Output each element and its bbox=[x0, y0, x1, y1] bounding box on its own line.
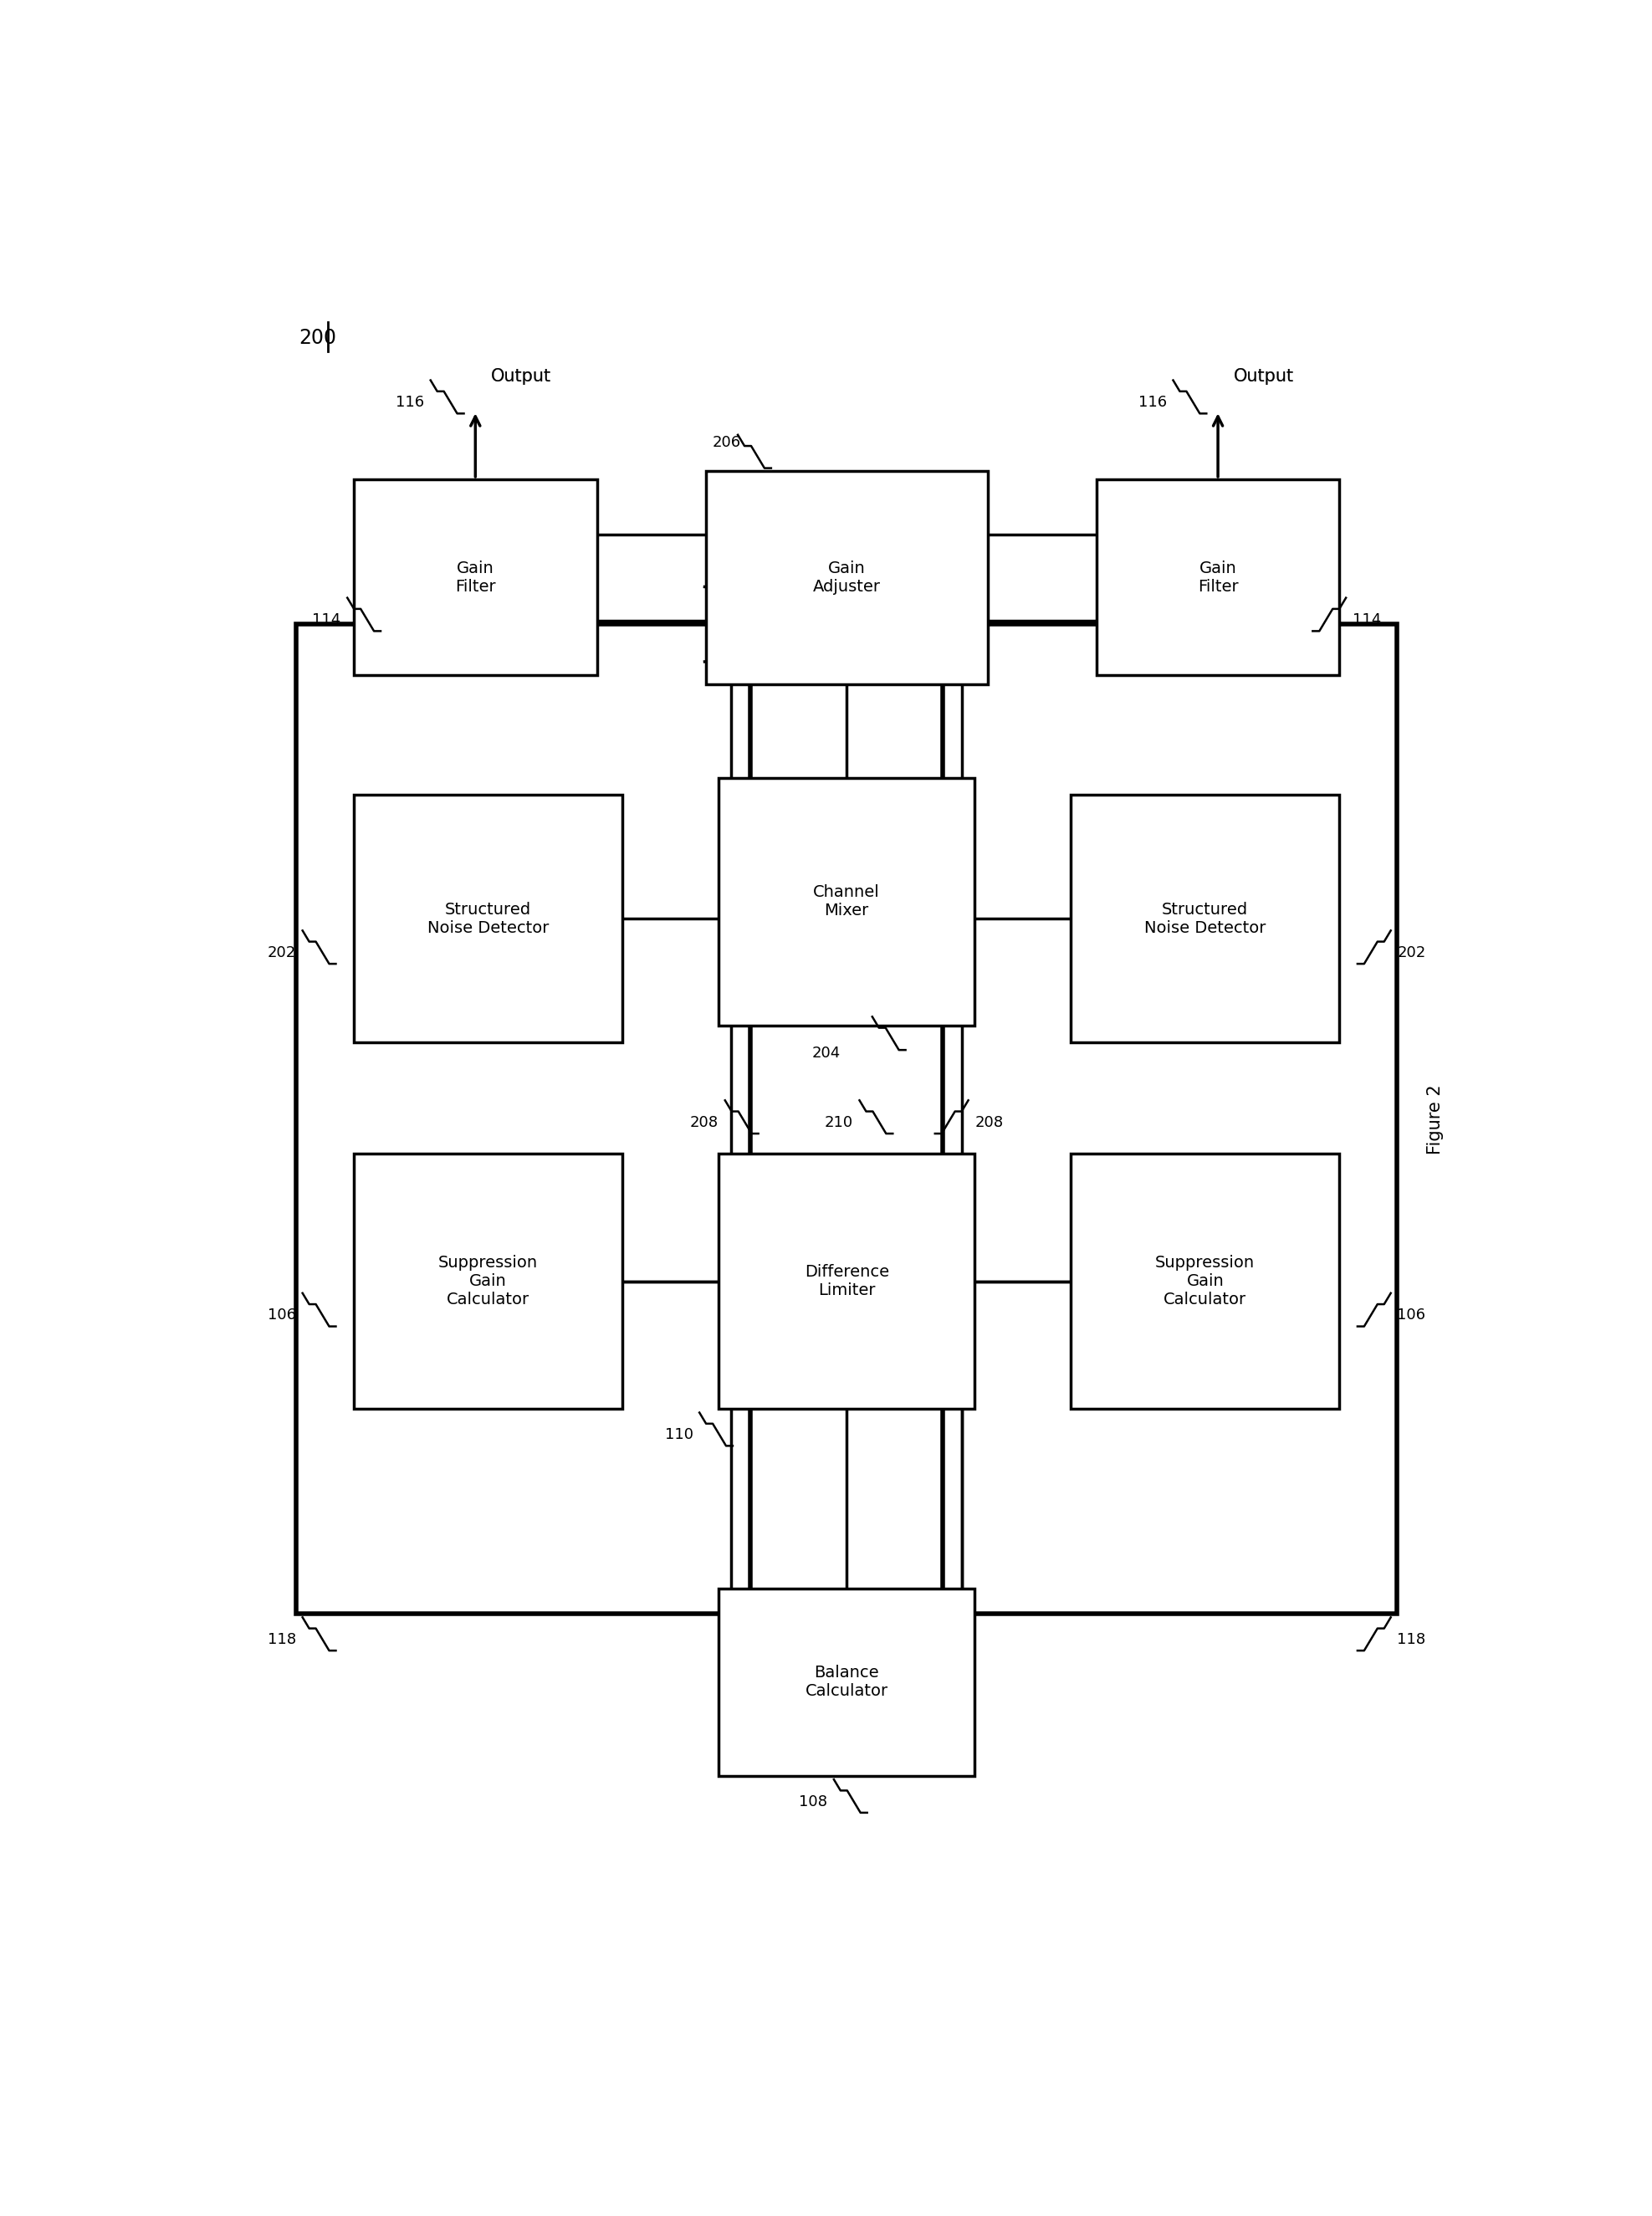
Bar bbox=[1070, 796, 1340, 1042]
Bar bbox=[296, 625, 750, 1613]
Bar bbox=[354, 796, 623, 1042]
Text: Structured
Noise Detector: Structured Noise Detector bbox=[428, 902, 548, 935]
Text: Output: Output bbox=[1234, 368, 1294, 386]
Text: 106: 106 bbox=[268, 1307, 296, 1323]
Text: 208: 208 bbox=[975, 1115, 1003, 1130]
Text: 202: 202 bbox=[268, 946, 296, 960]
Text: Gain
Adjuster: Gain Adjuster bbox=[813, 561, 881, 594]
Text: 208: 208 bbox=[691, 1115, 719, 1130]
Text: 108: 108 bbox=[800, 1795, 828, 1808]
Text: Output: Output bbox=[491, 368, 552, 386]
Text: Output: Output bbox=[491, 368, 552, 386]
Text: 210: 210 bbox=[824, 1115, 852, 1130]
Bar bbox=[354, 479, 596, 676]
Bar bbox=[705, 470, 988, 685]
Text: 114: 114 bbox=[312, 612, 340, 627]
Text: 206: 206 bbox=[712, 434, 740, 450]
Bar bbox=[1097, 479, 1340, 676]
Text: Output: Output bbox=[1234, 368, 1294, 386]
Text: Gain
Filter: Gain Filter bbox=[1198, 561, 1239, 594]
Text: 116: 116 bbox=[1138, 394, 1166, 410]
Text: Difference
Limiter: Difference Limiter bbox=[805, 1263, 889, 1299]
Text: Balance
Calculator: Balance Calculator bbox=[805, 1664, 889, 1700]
Bar bbox=[943, 625, 1398, 1613]
Text: Output: Output bbox=[491, 368, 552, 386]
Text: 116: 116 bbox=[395, 394, 425, 410]
Text: Suppression
Gain
Calculator: Suppression Gain Calculator bbox=[1155, 1254, 1256, 1307]
Text: Output: Output bbox=[1234, 368, 1294, 386]
Text: 118: 118 bbox=[268, 1631, 296, 1646]
Text: Suppression
Gain
Calculator: Suppression Gain Calculator bbox=[438, 1254, 539, 1307]
Bar bbox=[719, 778, 975, 1026]
Text: 118: 118 bbox=[1398, 1631, 1426, 1646]
Text: 200: 200 bbox=[299, 328, 337, 348]
Text: Structured
Noise Detector: Structured Noise Detector bbox=[1145, 902, 1265, 935]
Text: Figure 2: Figure 2 bbox=[1427, 1084, 1444, 1155]
Bar bbox=[719, 1152, 975, 1409]
Bar bbox=[1070, 1152, 1340, 1409]
Text: 202: 202 bbox=[1398, 946, 1426, 960]
Text: 204: 204 bbox=[811, 1046, 841, 1061]
Text: 114: 114 bbox=[1353, 612, 1381, 627]
Bar bbox=[719, 1589, 975, 1775]
Text: Gain
Filter: Gain Filter bbox=[454, 561, 496, 594]
Bar bbox=[354, 1152, 623, 1409]
Text: 110: 110 bbox=[664, 1427, 694, 1443]
Text: 106: 106 bbox=[1398, 1307, 1426, 1323]
Text: Channel
Mixer: Channel Mixer bbox=[813, 884, 881, 920]
